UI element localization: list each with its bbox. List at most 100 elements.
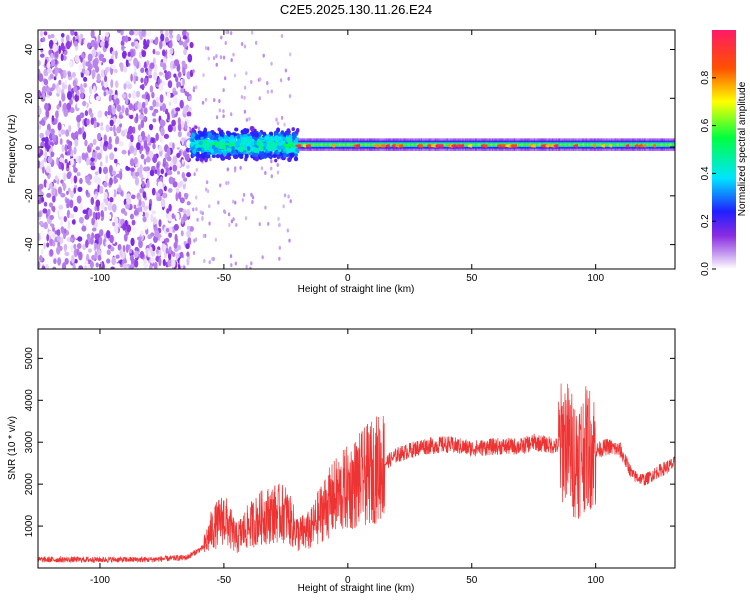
heatmap-cell (104, 75, 108, 82)
heatmap-cell (175, 192, 179, 202)
heatmap-cell (155, 132, 159, 142)
heatmap-cell (186, 126, 190, 133)
heatmap-cell (613, 143, 615, 146)
heatmap-cell (251, 195, 255, 200)
heatmap-cell (130, 237, 135, 247)
heatmap-cell (108, 88, 113, 96)
heatmap-cell (113, 216, 119, 225)
heatmap-cell (73, 131, 79, 137)
heatmap-cell (132, 186, 136, 195)
heatmap-cell (87, 63, 93, 70)
heatmap-cell (70, 175, 74, 185)
heatmap-cell (116, 164, 121, 172)
colorbar-tick-label: 0.6 (700, 118, 711, 132)
heatmap-cell (131, 257, 134, 265)
heatmap-cell (247, 133, 252, 137)
heatmap-cell (245, 71, 248, 76)
heatmap-cell (81, 152, 86, 160)
heatmap-cell (239, 165, 242, 170)
heatmap-cell (105, 199, 109, 206)
heatmap-cell (649, 143, 652, 146)
heatmap-cell (372, 143, 375, 146)
heatmap-cell (167, 112, 170, 120)
heatmap-cell (174, 59, 180, 67)
heatmap-cell (477, 143, 480, 146)
heatmap-cell (152, 142, 156, 150)
heatmap-cell (42, 165, 45, 174)
heatmap-cell (103, 91, 107, 97)
heatmap-cell (56, 104, 60, 110)
heatmap-cell (118, 141, 124, 147)
heatmap-cell (124, 35, 129, 43)
heatmap-cell (45, 263, 49, 269)
heatmap-cell (63, 50, 68, 56)
heatmap-cell (98, 53, 104, 62)
heatmap-cell (318, 143, 321, 146)
heatmap-cell (630, 143, 632, 146)
heatmap-cell (168, 232, 173, 238)
heatmap-cell (105, 124, 110, 132)
heatmap-cell (92, 85, 96, 94)
heatmap-cell (480, 143, 482, 146)
heatmap-cell (496, 143, 498, 146)
heatmap-cell (252, 152, 258, 157)
heatmap-cell (61, 162, 65, 171)
heatmap-cell (187, 53, 193, 63)
heatmap-cell (51, 226, 56, 232)
heatmap-cell (73, 165, 76, 171)
heatmap-cell (145, 156, 151, 163)
heatmap-cell (560, 143, 562, 146)
heatmap-cell (97, 254, 102, 261)
heatmap-cell (103, 181, 108, 188)
heatmap-cell (288, 238, 291, 243)
heatmap-cell (218, 108, 221, 113)
heatmap-cell (95, 146, 101, 151)
heatmap-cell (84, 214, 90, 220)
heatmap-cell (78, 216, 84, 224)
heatmap-cell (186, 251, 190, 257)
heatmap-cell (105, 240, 108, 247)
heatmap-cell (89, 94, 95, 104)
heatmap-cell (258, 77, 262, 82)
heatmap-cell (250, 192, 253, 197)
heatmap-cell (526, 143, 528, 146)
heatmap-cell (622, 143, 624, 146)
heatmap-cell (73, 175, 78, 184)
heatmap-cell (38, 59, 41, 67)
heatmap-cell (130, 73, 133, 82)
heatmap-cell (150, 232, 155, 237)
heatmap-cell (229, 141, 234, 148)
heatmap-cell (111, 257, 117, 266)
heatmap-cell (91, 151, 96, 159)
heatmap-cell (145, 98, 149, 106)
heatmap-cell (52, 205, 56, 213)
heatmap-cell (336, 143, 339, 146)
heatmap-cell (73, 205, 78, 213)
heatmap-cell (135, 171, 140, 177)
heatmap-cell (42, 37, 46, 43)
heatmap-cell (143, 205, 149, 211)
heatmap-cell (108, 165, 113, 175)
heatmap-cell (160, 33, 165, 42)
heatmap-cell (211, 141, 215, 145)
heatmap-cell (185, 147, 191, 153)
heatmap-cell (663, 143, 665, 146)
colorbar-ticks: 0.0 0.2 0.4 0.6 0.8 (700, 70, 716, 276)
heatmap-cell (291, 127, 295, 132)
heatmap-cell (129, 248, 133, 254)
heatmap-cell (73, 243, 77, 250)
heatmap-cell (413, 143, 416, 146)
heatmap-cell (525, 143, 527, 146)
heatmap-cell (288, 142, 293, 148)
heatmap-cell (241, 141, 246, 146)
heatmap-cell (343, 143, 345, 146)
heatmap-cell (276, 170, 280, 175)
heatmap-cell (72, 86, 78, 92)
heatmap-cell (45, 109, 50, 118)
heatmap-cell (54, 117, 58, 124)
heatmap-cell (225, 181, 228, 186)
heatmap-cell (143, 38, 147, 48)
heatmap-cell (136, 141, 141, 151)
heatmap-cell (657, 143, 660, 146)
heatmap-cell (209, 157, 212, 162)
